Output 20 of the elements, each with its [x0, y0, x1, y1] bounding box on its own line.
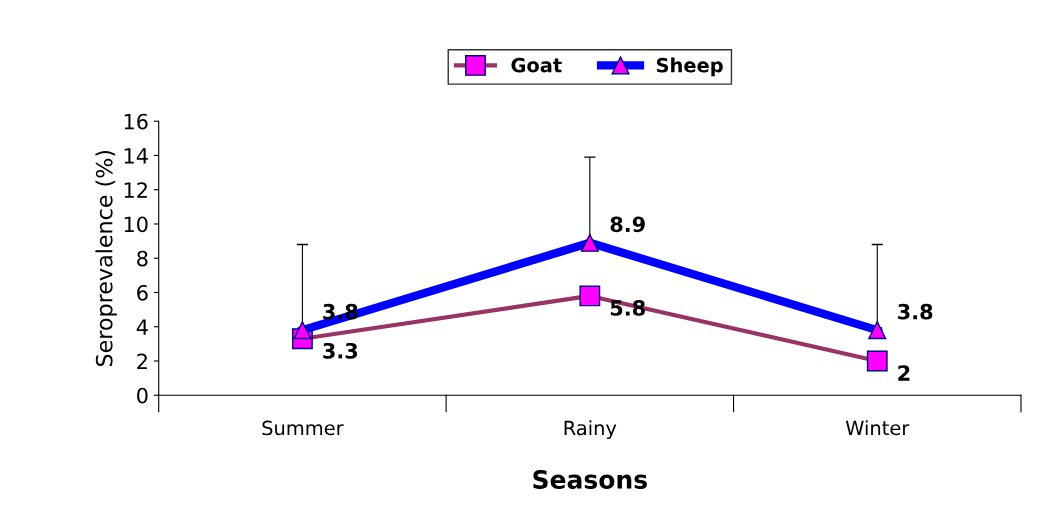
y-tick-label: 12: [124, 182, 147, 198]
legend-label: Sheep: [656, 57, 723, 77]
y-tick-label: 0: [137, 387, 148, 404]
y-tick-label: 4: [136, 319, 148, 335]
y-tick-label: 6: [137, 284, 148, 301]
data-label: 2: [898, 365, 910, 381]
x-tick-label: Rainy: [564, 420, 617, 440]
x-axis-title: Seasons: [533, 470, 647, 489]
y-tick-label: 16: [124, 113, 148, 130]
x-tick-label: Winter: [845, 420, 910, 436]
y-tick-label: 8: [137, 250, 148, 267]
data-label: 8.9: [610, 216, 645, 233]
data-label: 3.3: [323, 342, 358, 359]
y-tick-label: 2: [137, 353, 147, 369]
x-tick-label: Summer: [262, 420, 344, 436]
data-label: 3.8: [898, 303, 933, 320]
y-tick-label: 10: [124, 216, 148, 233]
y-axis-title: Seroprevalence (%): [95, 150, 117, 367]
y-tick-label: 14: [124, 148, 148, 164]
legend-label: Goat: [511, 57, 562, 73]
